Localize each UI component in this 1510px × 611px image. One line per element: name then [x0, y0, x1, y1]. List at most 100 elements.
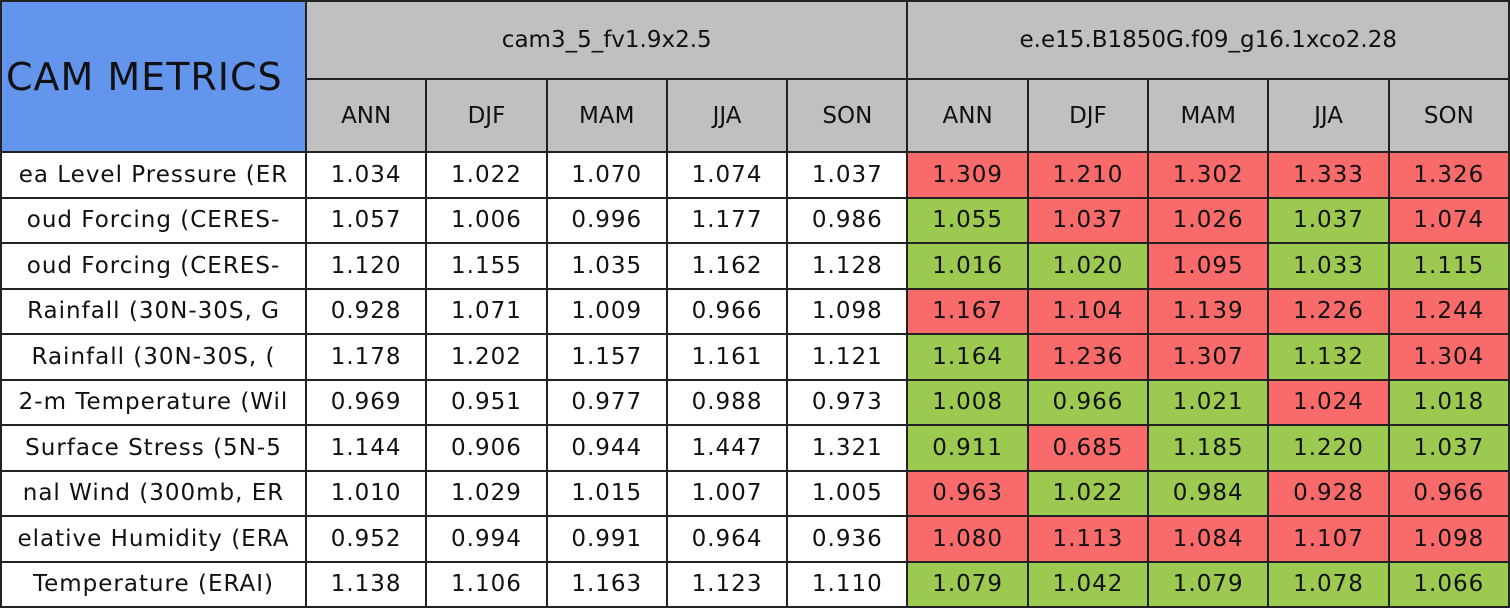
value-cell: 0.964	[665, 515, 789, 563]
value-cell: 1.079	[906, 560, 1029, 608]
value-cell: 1.155	[425, 242, 548, 290]
metric-row: nal Wind (300mb, ER 1.010 1.029 1.015 1.007 1…	[0, 469, 1510, 517]
value-cell: 1.006	[425, 196, 548, 244]
value-cell: 1.037	[1387, 424, 1510, 472]
value-cell: 1.309	[906, 151, 1029, 199]
metric-label: Surface Stress (5N-5	[25, 434, 282, 461]
value-cell: 1.115	[1387, 242, 1510, 290]
season-header: DJF	[425, 78, 548, 153]
value-cell: 1.070	[545, 151, 668, 199]
value-cell: 1.018	[1387, 378, 1510, 426]
value-cell: 1.144	[304, 424, 428, 472]
metric-label: ea Level Pressure (ER	[18, 161, 289, 188]
value-cell: 1.079	[1147, 560, 1270, 608]
metric-label-cell: oud Forcing (CERES-	[0, 196, 307, 244]
metric-label-cell: 2-m Temperature (Wil	[0, 378, 307, 426]
value-cell: 1.110	[786, 560, 909, 608]
value-cell: 1.104	[1026, 287, 1150, 335]
value-cell: 1.304	[1387, 333, 1510, 381]
value-cell: 1.078	[1267, 560, 1390, 608]
value-cell: 1.098	[1387, 515, 1510, 563]
value-cell: 1.128	[786, 242, 909, 290]
value-cell: 1.016	[906, 242, 1029, 290]
value-cell: 1.307	[1147, 333, 1270, 381]
value-cell: 1.138	[304, 560, 428, 608]
value-cell: 1.098	[786, 287, 909, 335]
value-cell: 1.113	[1026, 515, 1150, 563]
metric-label: Temperature (ERAI)	[32, 571, 275, 598]
value-cell: 1.321	[786, 424, 909, 472]
value-cell: 1.057	[304, 196, 428, 244]
value-cell: 0.986	[786, 196, 909, 244]
value-cell: 0.984	[1147, 469, 1270, 517]
value-cell: 1.161	[665, 333, 789, 381]
value-cell: 1.026	[1147, 196, 1270, 244]
value-cell: 0.963	[906, 469, 1029, 517]
value-cell: 0.944	[545, 424, 668, 472]
metric-row: elative Humidity (ERA 0.952 0.994 0.991 0.96…	[0, 515, 1510, 563]
value-cell: 0.911	[906, 424, 1029, 472]
value-cell: 1.037	[1267, 196, 1390, 244]
value-cell: 0.952	[304, 515, 428, 563]
value-cell: 1.157	[545, 333, 668, 381]
metric-label: oud Forcing (CERES-	[26, 252, 281, 279]
value-cell: 1.080	[906, 515, 1029, 563]
value-cell: 1.005	[786, 469, 909, 517]
value-cell: 1.162	[665, 242, 789, 290]
value-cell: 1.185	[1147, 424, 1270, 472]
metric-label-cell: ea Level Pressure (ER	[0, 151, 307, 199]
value-cell: 0.977	[545, 378, 668, 426]
season-header: JJA	[1267, 78, 1390, 153]
value-cell: 1.163	[545, 560, 668, 608]
value-cell: 1.084	[1147, 515, 1270, 563]
season-header: ANN	[304, 78, 428, 153]
metric-label: Rainfall (30N-30S, (	[31, 343, 276, 370]
value-cell: 0.928	[1267, 469, 1390, 517]
value-cell: 1.007	[665, 469, 789, 517]
value-cell: 1.010	[304, 469, 428, 517]
metric-row: ea Level Pressure (ER 1.034 1.022 1.070 1.07…	[0, 151, 1510, 199]
metric-row: Surface Stress (5N-5 1.144 0.906 0.944 1.447…	[0, 424, 1510, 472]
value-cell: 0.966	[665, 287, 789, 335]
value-cell: 0.928	[304, 287, 428, 335]
model-header: cam3_5_fv1.9x2.5	[304, 0, 909, 80]
value-cell: 1.021	[1147, 378, 1270, 426]
value-cell: 1.037	[1026, 196, 1150, 244]
value-cell: 1.066	[1387, 560, 1510, 608]
value-cell: 1.055	[906, 196, 1029, 244]
value-cell: 0.991	[545, 515, 668, 563]
value-cell: 1.326	[1387, 151, 1510, 199]
value-cell: 0.969	[304, 378, 428, 426]
value-cell: 0.988	[665, 378, 789, 426]
model-header: e.e15.B1850G.f09_g16.1xco2.28	[906, 0, 1510, 80]
value-cell: 1.121	[786, 333, 909, 381]
metric-label-cell: Rainfall (30N-30S, (	[0, 333, 307, 381]
value-cell: 1.024	[1267, 378, 1390, 426]
metric-label-cell: oud Forcing (CERES-	[0, 242, 307, 290]
metric-label: elative Humidity (ERA	[17, 525, 290, 552]
value-cell: 1.106	[425, 560, 548, 608]
value-cell: 1.236	[1026, 333, 1150, 381]
value-cell: 1.095	[1147, 242, 1270, 290]
season-header: MAM	[1147, 78, 1270, 153]
value-cell: 0.994	[425, 515, 548, 563]
value-cell: 0.966	[1387, 469, 1510, 517]
season-header: ANN	[906, 78, 1029, 153]
value-cell: 1.029	[425, 469, 548, 517]
value-cell: 1.034	[304, 151, 428, 199]
value-cell: 1.333	[1267, 151, 1390, 199]
value-cell: 0.906	[425, 424, 548, 472]
season-header: DJF	[1026, 78, 1150, 153]
metric-label-cell: Surface Stress (5N-5	[0, 424, 307, 472]
metric-label: oud Forcing (CERES-	[26, 207, 281, 234]
metric-label-cell: elative Humidity (ERA	[0, 515, 307, 563]
value-cell: 1.220	[1267, 424, 1390, 472]
metric-row: Rainfall (30N-30S, (1.178 1.202 1.157 1.161…	[0, 333, 1510, 381]
metric-label-cell: nal Wind (300mb, ER	[0, 469, 307, 517]
value-cell: 1.033	[1267, 242, 1390, 290]
value-cell: 0.685	[1026, 424, 1150, 472]
value-cell: 1.015	[545, 469, 668, 517]
metric-label-cell: Temperature (ERAI)	[0, 560, 307, 608]
value-cell: 0.973	[786, 378, 909, 426]
